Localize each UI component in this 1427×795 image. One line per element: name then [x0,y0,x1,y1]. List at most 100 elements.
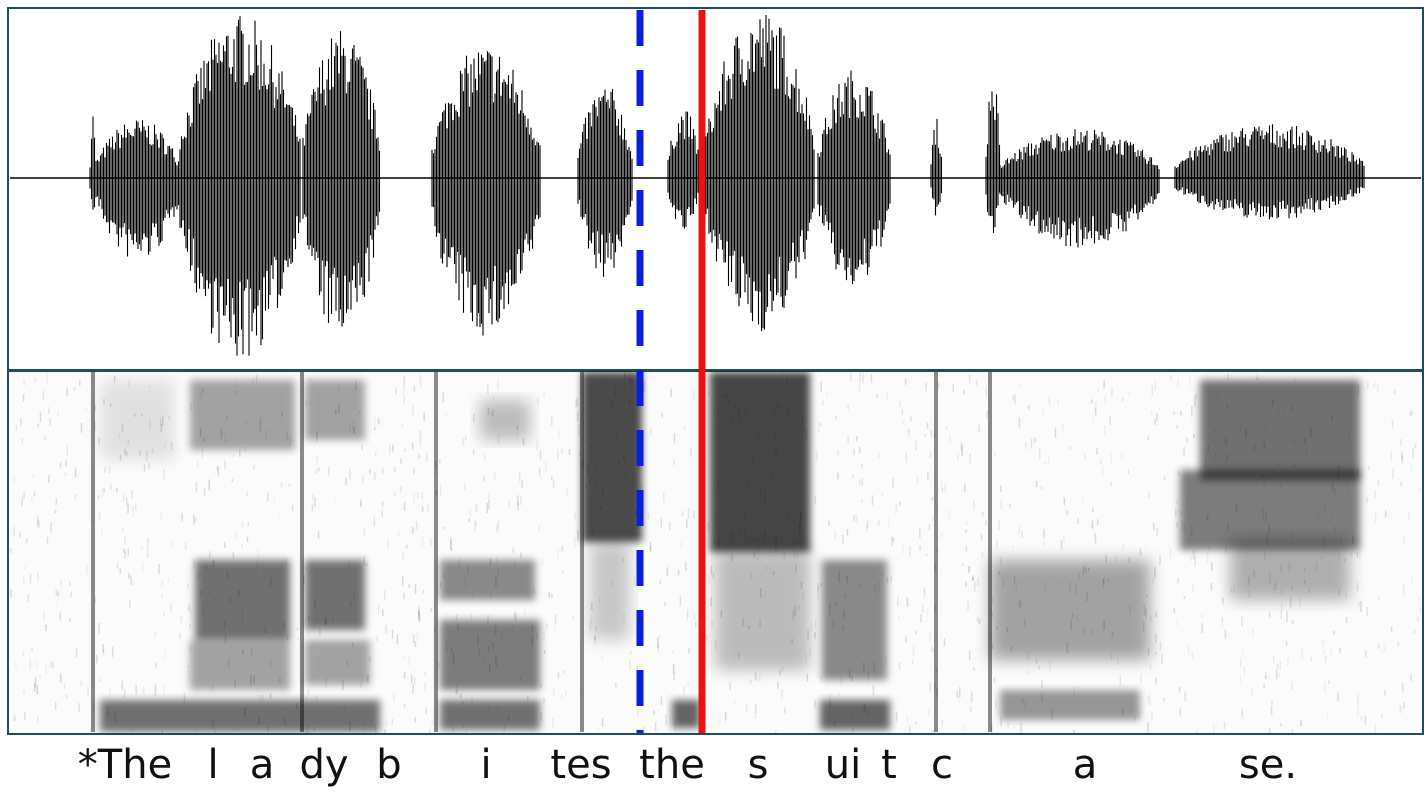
spectrogram-speckle [539,450,542,460]
spectrogram-speckle [1147,648,1150,656]
spectrogram-speckle [155,662,157,668]
spectrogram-speckle [797,553,799,557]
spectrogram-speckle [805,652,807,663]
spectrogram-speckle [419,430,422,441]
spectrogram-speckle [1400,438,1402,446]
spectrogram-speckle [969,453,971,465]
spectrogram-speckle [486,502,488,514]
spectrogram-speckle [234,680,236,688]
spectrogram-speckle [834,530,836,540]
spectrogram-speckle [245,447,247,452]
spectrogram-speckle [1183,447,1185,456]
spectrogram-speckle [201,448,204,459]
spectrogram-speckle [1221,616,1224,623]
spectrogram-energy [715,550,810,670]
spectrogram-speckle [1381,713,1383,719]
spectrogram-speckle [514,612,516,620]
spectrogram-speckle [708,390,710,396]
spectrogram-speckle [197,571,199,581]
spectrogram-speckle [1326,713,1329,721]
spectrogram-speckle [820,381,822,392]
spectrogram-speckle [220,429,223,439]
spectrogram-speckle [590,444,592,450]
spectrogram-speckle [193,398,195,410]
spectrogram-speckle [1066,642,1069,654]
spectrogram-speckle [190,402,192,411]
spectrogram-speckle [37,716,39,723]
spectrogram-speckle [891,536,893,547]
spectrogram-speckle [1147,722,1149,733]
spectrogram-speckle [23,492,25,499]
spectrogram-speckle [516,430,519,439]
spectrogram-speckle [715,639,717,650]
spectrogram-speckle [1400,481,1403,486]
spectrogram-speckle [13,527,15,537]
spectrogram-speckle [224,460,226,470]
spectrogram-energy [195,560,290,640]
spectrogram-speckle [1262,508,1265,519]
spectrogram-speckle [126,451,128,457]
spectrogram-speckle [726,392,728,401]
spectrogram-speckle [526,695,529,701]
spectrogram-speckle [1127,469,1130,474]
spectrogram-speckle [895,503,897,514]
spectrogram-speckle [1275,670,1278,680]
spectrogram-speckle [1293,440,1295,445]
spectrogram-speckle [261,695,264,702]
spectrogram-speckle [965,581,967,587]
spectrogram-speckle [451,648,453,654]
spectrogram-speckle [1086,592,1088,602]
spectrogram-speckle [443,571,445,579]
spectrogram-speckle [308,616,310,622]
spectrogram-speckle [870,374,873,383]
spectrogram-speckle [314,601,316,608]
spectrogram-speckle [203,488,206,497]
spectrogram-speckle [679,595,682,606]
spectrogram-speckle [60,673,62,683]
spectrogram-speckle [685,568,687,572]
spectrogram-speckle [1263,441,1266,448]
spectrogram-speckle [418,611,420,622]
spectrogram-speckle [42,390,45,401]
spectrogram-speckle [843,609,845,619]
transcript-segment: c [931,742,953,788]
spectrogram-speckle [425,451,428,462]
spectrogram-speckle [123,689,126,698]
spectrogram-speckle [487,384,489,394]
spectrogram-speckle [1320,555,1323,560]
spectrogram-speckle [844,593,846,599]
spectrogram-speckle [63,683,66,689]
spectrogram-speckle [1021,697,1024,704]
spectrogram-speckle [98,437,100,445]
spectrogram-speckle [594,636,596,645]
spectrogram-speckle [761,443,764,451]
spectrogram-speckle [1328,680,1330,684]
spectrogram-speckle [577,530,579,541]
spectrogram-energy [100,700,380,732]
spectrogram-speckle [179,633,181,639]
spectrogram-speckle [1267,541,1269,546]
spectrogram-speckle [1097,519,1099,526]
spectrogram-energy [1200,380,1360,480]
spectrogram-speckle [1153,522,1155,531]
spectrogram-speckle [1069,445,1071,450]
spectrogram-speckle [181,512,183,522]
spectrogram-speckle [814,496,816,504]
spectrogram-speckle [1223,722,1226,731]
spectrogram-speckle [1180,510,1183,516]
spectrogram-speckle [1414,444,1417,448]
spectrogram-speckle [1392,468,1394,479]
spectrogram-speckle [1091,399,1093,404]
spectrogram-speckle [1110,654,1113,661]
spectrogram-speckle [713,535,716,545]
spectrogram-speckle [477,634,479,645]
spectrogram-speckle [798,539,800,545]
spectrogram-speckle [349,423,351,432]
spectrogram-speckle [931,496,934,501]
spectrogram-speckle [686,612,688,622]
spectrogram-speckle [127,503,129,514]
spectrogram-speckle [110,403,112,407]
spectrogram-speckle [899,501,901,506]
spectrogram-speckle [1175,509,1177,517]
